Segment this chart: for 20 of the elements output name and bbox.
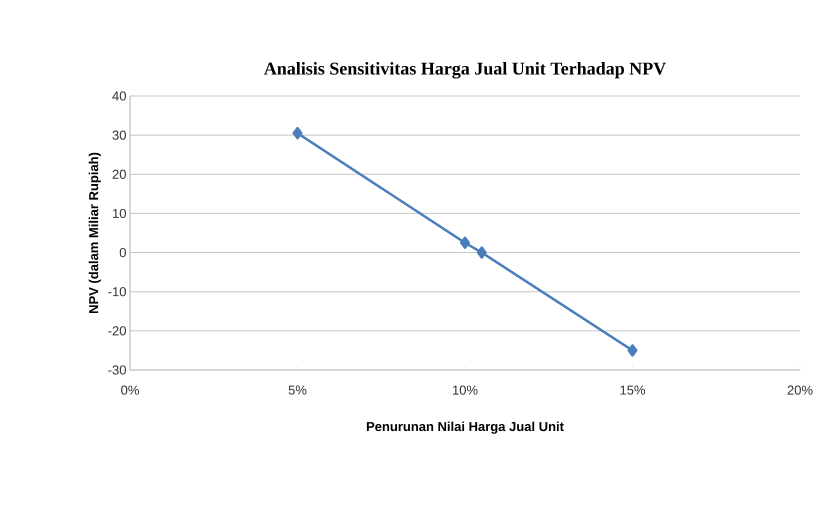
- y-tick-label: -20: [108, 326, 126, 336]
- x-tick-label: 5%: [288, 386, 306, 395]
- y-tick-label: 40: [112, 91, 126, 101]
- y-tick-label: 10: [113, 208, 126, 218]
- y-tick-label: 20: [112, 170, 126, 179]
- x-tick-label: 0%: [121, 386, 139, 395]
- y-tick-label: -30: [108, 365, 126, 375]
- y-tick-label: -10: [108, 287, 126, 296]
- x-tick-label: 10%: [452, 386, 478, 395]
- point: [292, 126, 303, 140]
- x-tick-label: 15%: [620, 386, 646, 395]
- point: [628, 344, 638, 357]
- chart-title: Analisis Sensitivitas Harga Jual Unit Terhadap NPV: [264, 62, 666, 78]
- point: [476, 246, 487, 259]
- x-tick-label: 20%: [788, 386, 813, 395]
- y-axis-title: NPV (dalam Miliar Rupiah): [88, 152, 101, 314]
- point: [460, 236, 470, 250]
- x-axis-title: Penurunan Nilai Harga Jual Unit: [366, 422, 564, 434]
- y-tick-label: 0: [120, 248, 126, 258]
- y-tick-label: 30: [112, 130, 126, 140]
